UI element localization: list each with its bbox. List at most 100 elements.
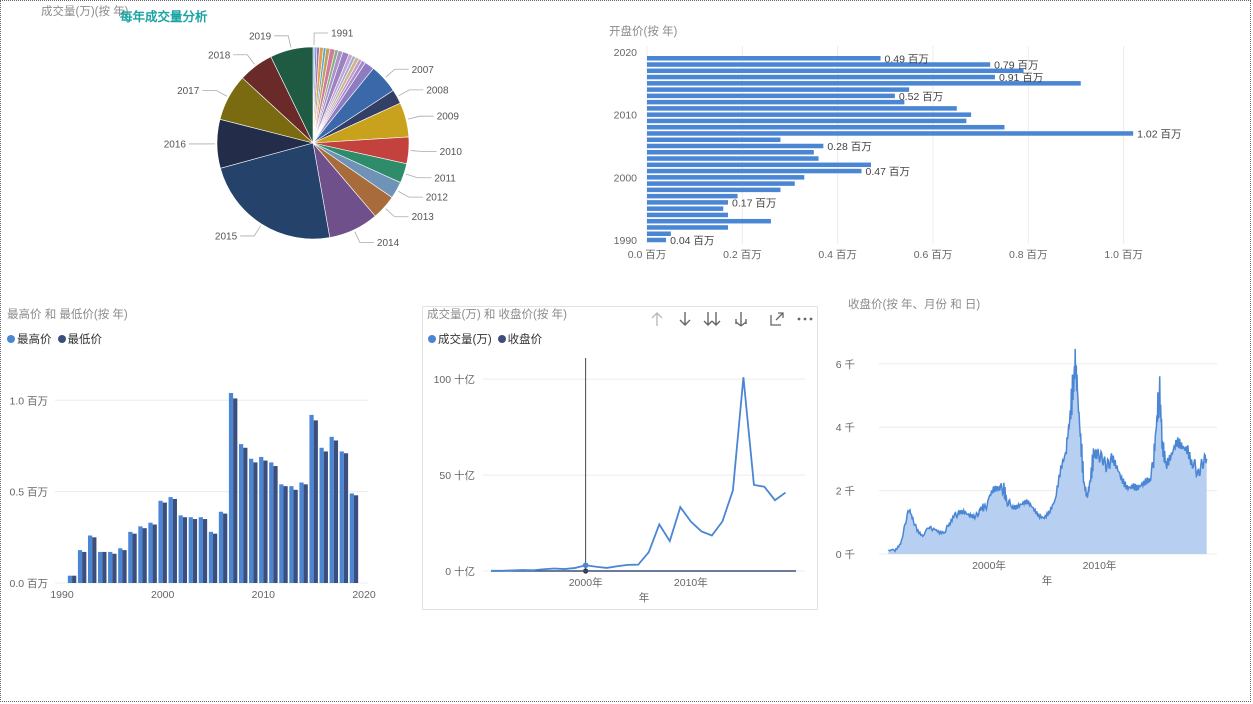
column-high-2007[interactable] xyxy=(228,392,234,583)
column-high-2019[interactable] xyxy=(349,493,354,583)
bar-1990[interactable] xyxy=(647,237,667,243)
bar-2007[interactable] xyxy=(647,131,1134,136)
legend-item-volume[interactable]: 成交量(万) xyxy=(428,331,492,347)
column-low-2007[interactable] xyxy=(233,398,238,583)
column-low-2015[interactable] xyxy=(313,420,318,583)
column-high-2005[interactable] xyxy=(208,531,213,583)
legend-item-high[interactable]: 最高价 xyxy=(7,331,52,347)
drill-up-icon[interactable] xyxy=(648,311,666,329)
column-high-2014[interactable] xyxy=(299,482,304,584)
column-low-1991[interactable] xyxy=(72,575,77,583)
column-low-2004[interactable] xyxy=(202,519,208,583)
bar-2019[interactable] xyxy=(647,56,881,61)
column-high-1993[interactable] xyxy=(87,535,93,583)
bar-2011[interactable] xyxy=(647,106,957,111)
bar-2004[interactable] xyxy=(647,150,814,155)
column-high-1999[interactable] xyxy=(148,522,153,583)
column-low-1993[interactable] xyxy=(92,537,97,583)
column-chart[interactable]: 0.0 百万 0.5 百万 1.0 百万 1990 2000 2010 2020 xyxy=(0,382,400,604)
column-low-1994[interactable] xyxy=(102,551,107,583)
column-low-1996[interactable] xyxy=(122,550,127,583)
bar-2003[interactable] xyxy=(647,156,819,161)
bar-2015[interactable] xyxy=(647,81,1081,86)
bar-2014[interactable] xyxy=(647,87,910,92)
column-high-2012[interactable] xyxy=(279,484,284,583)
column-low-1995[interactable] xyxy=(112,553,117,583)
bar-2016[interactable] xyxy=(647,74,995,80)
bar-2008[interactable] xyxy=(647,124,1005,130)
column-high-2002[interactable] xyxy=(178,515,183,583)
column-low-2009[interactable] xyxy=(253,462,258,583)
column-high-1998[interactable] xyxy=(138,526,143,583)
column-low-1992[interactable] xyxy=(82,551,87,583)
column-high-2018[interactable] xyxy=(339,451,344,583)
bar-2005[interactable] xyxy=(647,143,824,149)
bar-2000[interactable] xyxy=(647,175,805,180)
column-low-2017[interactable] xyxy=(333,440,339,583)
column-high-1991[interactable] xyxy=(67,575,73,583)
drill-down-icon[interactable] xyxy=(676,311,694,329)
column-low-2018[interactable] xyxy=(343,453,349,583)
column-low-2011[interactable] xyxy=(273,466,278,583)
bar-2006[interactable] xyxy=(647,137,781,142)
column-low-2019[interactable] xyxy=(353,495,359,583)
column-high-2017[interactable] xyxy=(329,436,334,583)
more-options-icon[interactable] xyxy=(796,311,814,329)
bar-2017[interactable] xyxy=(647,68,1024,74)
column-high-2004[interactable] xyxy=(198,517,203,583)
bar-1994[interactable] xyxy=(647,212,729,218)
bar-2009[interactable] xyxy=(647,118,967,124)
column-high-2003[interactable] xyxy=(188,517,193,583)
legend-item-low[interactable]: 最低价 xyxy=(57,331,102,347)
column-high-2008[interactable] xyxy=(238,444,244,583)
expand-all-icon[interactable] xyxy=(703,311,721,329)
bar-2010[interactable] xyxy=(647,112,972,117)
column-high-2000[interactable] xyxy=(158,500,163,583)
column-high-2010[interactable] xyxy=(259,456,264,583)
pie-slice-2019[interactable] xyxy=(270,46,314,144)
column-high-2016[interactable] xyxy=(319,447,324,583)
column-high-2006[interactable] xyxy=(218,511,224,583)
legend-item-close[interactable]: 收盘价 xyxy=(497,331,542,347)
column-low-2008[interactable] xyxy=(243,447,248,583)
focus-mode-icon[interactable] xyxy=(768,311,786,329)
column-high-2009[interactable] xyxy=(249,458,254,583)
column-low-2014[interactable] xyxy=(303,484,308,583)
column-low-2003[interactable] xyxy=(192,519,198,583)
bar-1993[interactable] xyxy=(647,218,771,224)
bar-2012[interactable] xyxy=(647,99,905,105)
bar-1997[interactable] xyxy=(647,193,738,199)
column-low-2012[interactable] xyxy=(283,486,288,583)
column-low-2016[interactable] xyxy=(323,451,328,583)
bar-2002[interactable] xyxy=(647,162,872,168)
column-high-2011[interactable] xyxy=(269,462,274,583)
column-low-1999[interactable] xyxy=(152,524,157,583)
bar-2013[interactable] xyxy=(647,93,895,99)
pie-chart[interactable]: 1991 2007 2008 2009 2010 2011 2012 2013 2014 2015… xyxy=(150,25,470,255)
pie-slice-2015[interactable] xyxy=(220,142,331,240)
column-low-1997[interactable] xyxy=(132,533,137,583)
column-low-2010[interactable] xyxy=(263,460,268,583)
bar-2018[interactable] xyxy=(647,62,991,67)
column-high-1994[interactable] xyxy=(98,551,103,583)
bar-1996[interactable] xyxy=(647,200,729,205)
column-low-2006[interactable] xyxy=(223,513,228,583)
bar-2001[interactable] xyxy=(647,168,862,174)
bar-1991[interactable] xyxy=(647,231,671,236)
horizontal-bar-chart[interactable]: 0.0 百万 0.2 百万 0.4 百万 0.6 百万 0.8 百万 1.0 百万 1990… xyxy=(600,42,1200,268)
column-low-2013[interactable] xyxy=(293,489,298,583)
column-low-2001[interactable] xyxy=(172,498,177,583)
bar-1992[interactable] xyxy=(647,225,729,230)
column-high-1996[interactable] xyxy=(118,548,123,583)
column-low-2005[interactable] xyxy=(213,533,218,583)
column-high-1992[interactable] xyxy=(77,550,83,583)
bar-1995[interactable] xyxy=(647,206,724,211)
column-high-2015[interactable] xyxy=(309,414,314,583)
column-high-1997[interactable] xyxy=(128,531,133,583)
column-high-2013[interactable] xyxy=(289,486,294,583)
bar-1998[interactable] xyxy=(647,187,781,193)
column-low-2000[interactable] xyxy=(162,502,167,583)
column-low-1998[interactable] xyxy=(142,528,147,583)
bar-1999[interactable] xyxy=(647,181,795,186)
